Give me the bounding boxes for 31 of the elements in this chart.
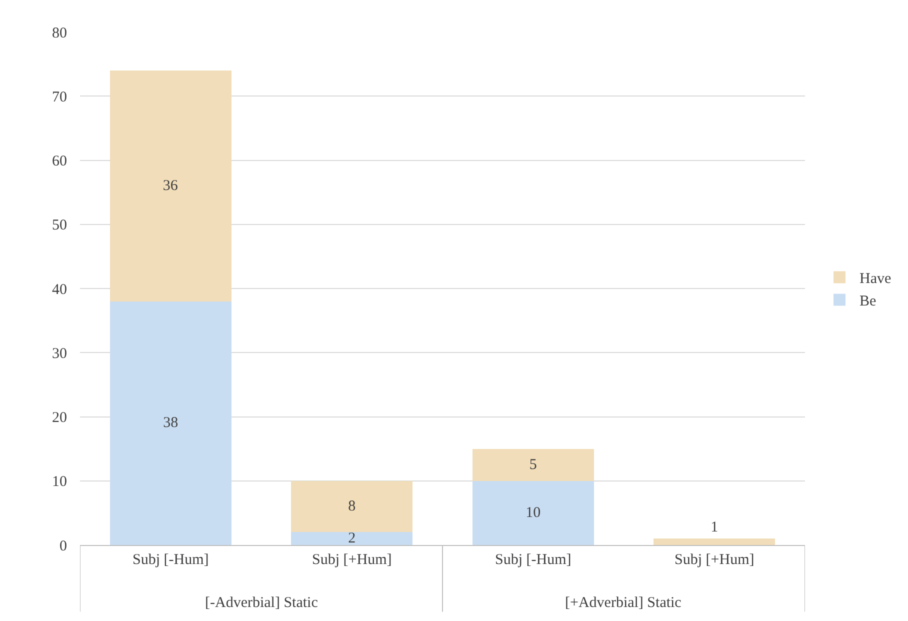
x-tick-label: Subj [+Hum]	[674, 552, 754, 568]
data-label: 10	[526, 504, 541, 521]
y-tick-label: 80	[52, 25, 67, 42]
text: [-Adverbial] Static	[205, 595, 318, 611]
x-tick-label: Subj [+Hum]	[312, 552, 392, 568]
y-tick-label: 60	[52, 154, 67, 170]
data-label: 8	[348, 498, 356, 515]
bar	[472, 480, 594, 545]
y-tick-label: 20	[52, 410, 67, 426]
data-label: 2	[348, 530, 356, 547]
bar	[291, 532, 413, 545]
y-tick-label: 30	[52, 346, 67, 362]
data-label: 38	[163, 415, 178, 432]
text: [+Adverbial] Static	[565, 595, 682, 611]
bar	[472, 448, 594, 481]
bar	[654, 538, 776, 545]
data-label: 36	[162, 178, 178, 194]
bar	[291, 480, 413, 532]
data-label: 5	[529, 456, 537, 473]
y-tick-label: 0	[60, 538, 67, 554]
y-tick-label: 50	[52, 218, 67, 234]
y-tick-label: 40	[52, 282, 67, 298]
legend-label: Have	[860, 271, 892, 288]
y-tick-label: 70	[52, 89, 67, 106]
x-tick-label: Subj [-Hum]	[495, 552, 572, 568]
legend-label: Be	[860, 294, 877, 310]
bar	[110, 70, 232, 302]
bar	[110, 301, 232, 545]
data-label: 1	[710, 520, 718, 536]
y-tick-label: 10	[52, 474, 67, 490]
x-tick-label: Subj [-Hum]	[132, 552, 209, 568]
